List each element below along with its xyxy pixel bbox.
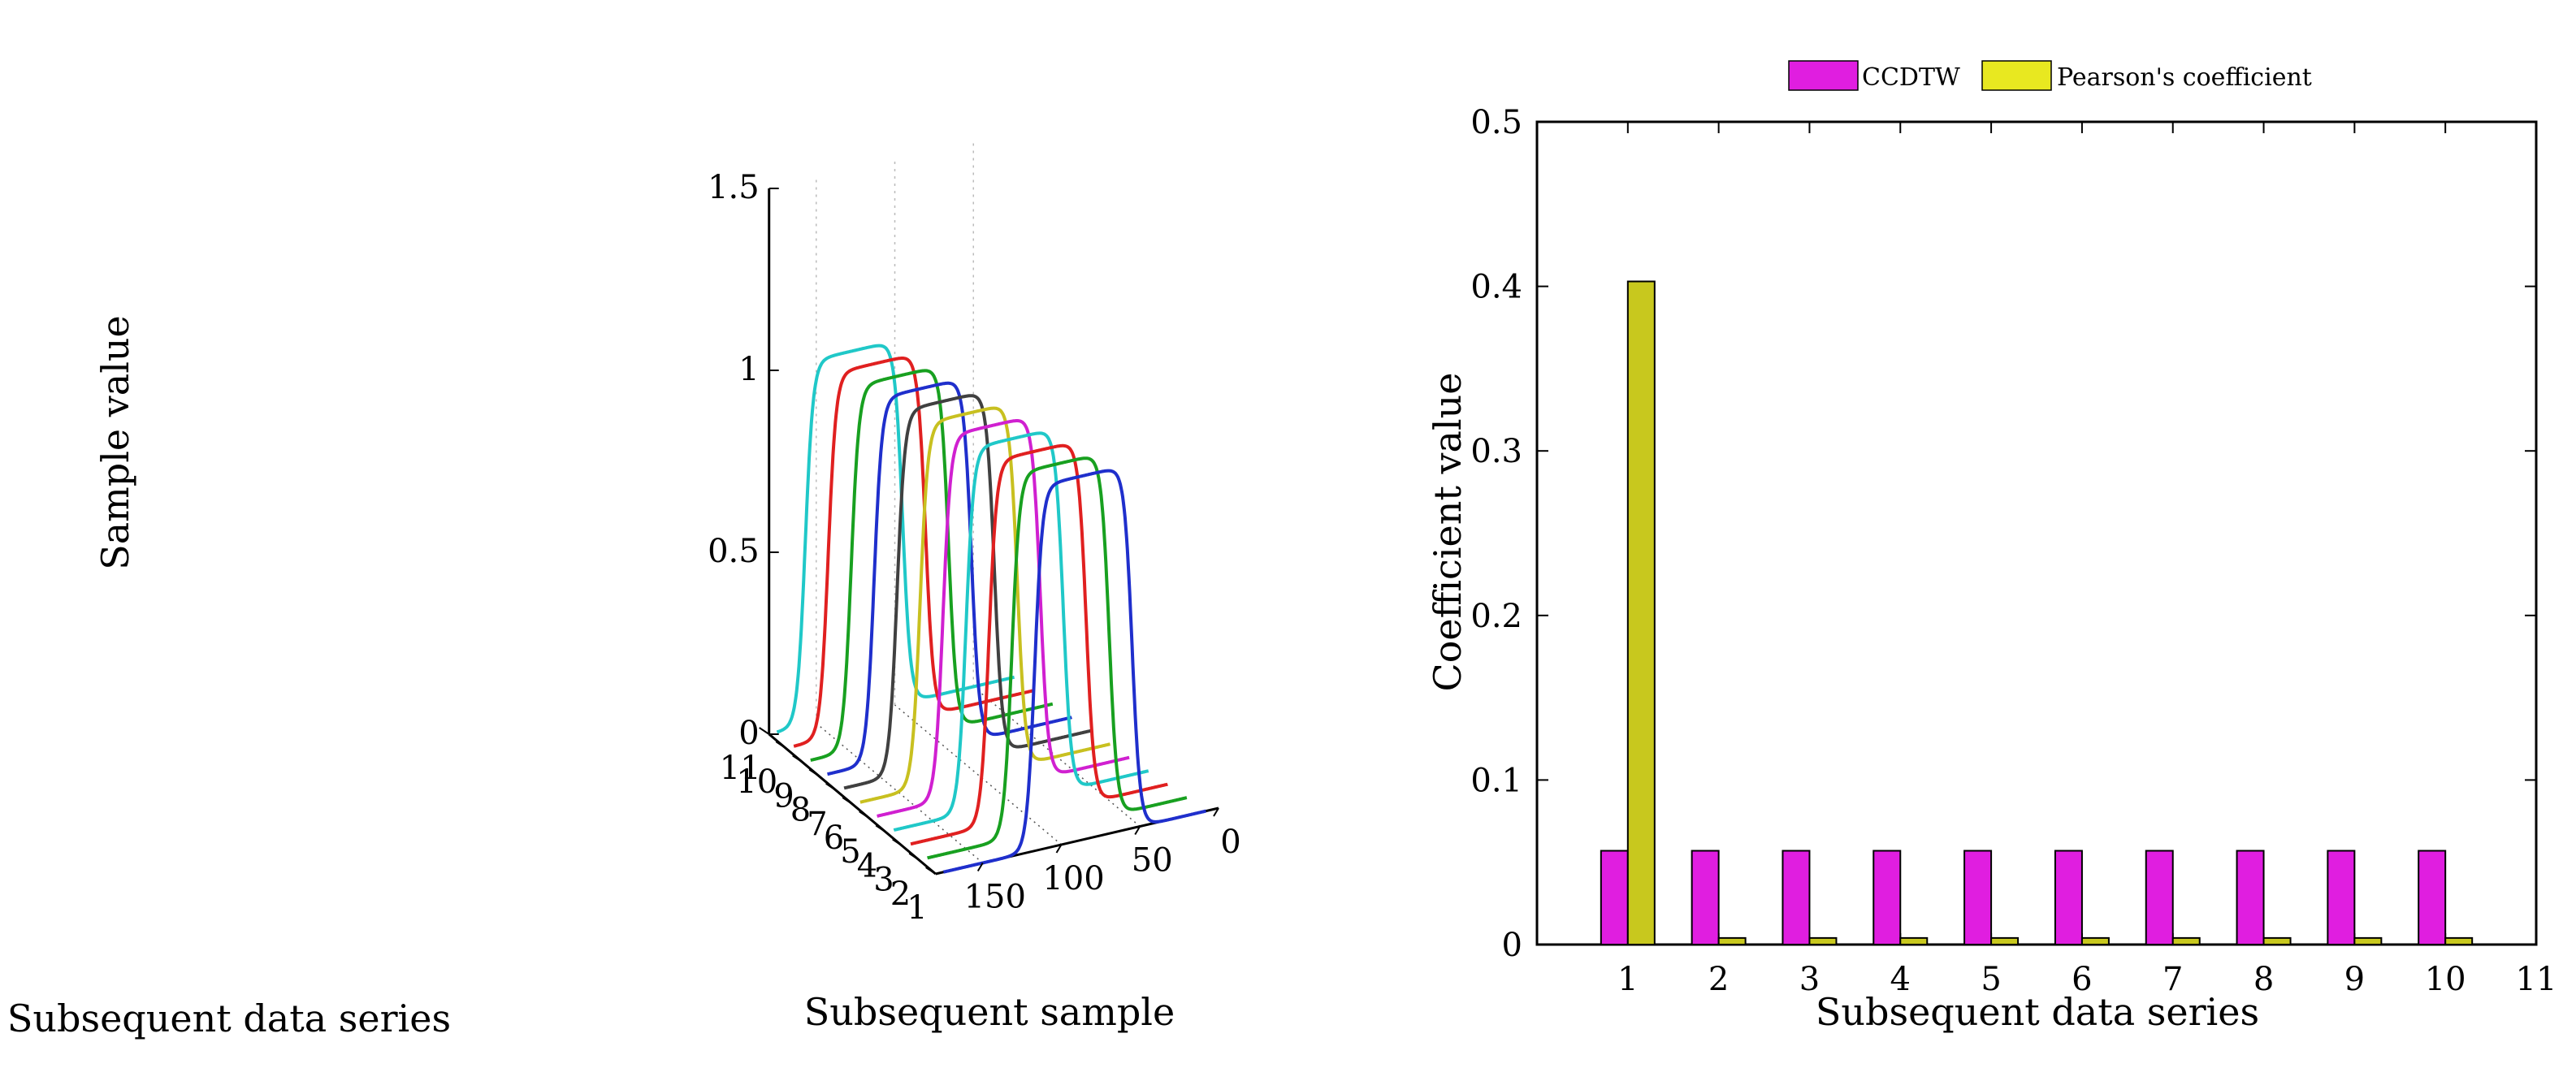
y-tick-mark	[892, 838, 903, 847]
bar-ccdtw-5	[1963, 850, 1993, 945]
series-line-2	[926, 456, 1188, 860]
bar-pearson-8	[2262, 936, 2292, 945]
y-tick-mark	[875, 824, 886, 833]
bar-pearson-3	[1808, 936, 1838, 945]
y-tick-mark	[842, 797, 853, 805]
z-tick-label: 1	[738, 351, 759, 388]
series-line-9	[809, 369, 1054, 762]
y-tick-label: 7	[807, 806, 827, 843]
y-tick-label: 6	[824, 819, 844, 857]
x-tick-label: 10	[2425, 961, 2466, 998]
bar-chart: 0 0.1 0.2 0.3 0.4 0.5 1 2 3 4 5 6 7 8 9 10 11 CCDTW Pearso…	[1426, 60, 2557, 1034]
bar-ccdtw-8	[2236, 850, 2265, 945]
z-tick-label: 0.5	[708, 533, 760, 570]
y-tick-mark	[792, 755, 803, 763]
bar-pearson-4	[1899, 936, 1929, 945]
bar-pearson-7	[2171, 936, 2201, 945]
bar-ccdtw-3	[1782, 850, 1811, 945]
x-tick-label: 50	[1132, 842, 1173, 880]
x-tick-mark	[1055, 844, 1063, 854]
y-tick-mark	[759, 727, 770, 735]
x-tick-label: 7	[2163, 961, 2183, 998]
bar-pearson-2	[1717, 936, 1747, 945]
x-tick-label: 2	[1708, 961, 1729, 998]
y-tick-label: 0.1	[1470, 762, 1522, 799]
x-tick-label: 0	[1220, 824, 1240, 861]
y-tick-label: 0.4	[1470, 269, 1522, 306]
bar-ccdtw-6	[2054, 850, 2083, 945]
x-tick-label: 4	[1890, 961, 1911, 998]
series-line-1	[942, 469, 1207, 874]
x-tick-label: 3	[1799, 961, 1820, 998]
y-tick-label: 3	[873, 862, 894, 899]
y-tick-mark	[859, 811, 870, 819]
y-tick-label: 0.2	[1470, 598, 1522, 635]
bar-pearson-10	[2444, 936, 2474, 945]
x-tick-label: 8	[2253, 961, 2274, 998]
x-tick-label: 5	[1981, 961, 2001, 998]
x-tick-mark	[1213, 807, 1219, 817]
y-tick-mark	[775, 741, 786, 750]
bar-pearson-1	[1626, 280, 1656, 946]
legend-label-ccdtw: CCDTW	[1862, 63, 1960, 92]
bar-ccdtw-9	[2327, 850, 2356, 945]
x-tick-label: 100	[1042, 860, 1104, 897]
x-tick-mark	[1134, 825, 1141, 836]
legend-label-pearson: Pearson's coefficient	[2057, 63, 2312, 92]
z-tick-label: 0	[738, 715, 759, 752]
y-tick-label: 9	[773, 777, 794, 815]
z-tick-label: 1.5	[708, 169, 760, 206]
x-tick-label: 150	[964, 879, 1026, 916]
x-tick-label: 6	[2072, 961, 2092, 998]
bar-ccdtw-1	[1600, 850, 1629, 945]
bar-pearson-9	[2353, 936, 2383, 945]
x-tick-mark	[976, 862, 984, 872]
series-line-4	[893, 431, 1149, 832]
bar-ccdtw-7	[2145, 850, 2174, 945]
y-tick-mark	[925, 867, 937, 875]
x-tick-label: 1	[1617, 961, 1638, 998]
z-axis-label: Sample value	[93, 315, 137, 570]
bar-pearson-6	[2080, 936, 2110, 945]
y-tick-label: 5	[840, 833, 860, 871]
series-line-5	[876, 419, 1131, 818]
y-tick-label: 2	[890, 876, 911, 913]
series-line-3	[909, 443, 1169, 846]
series-line-11	[776, 344, 1015, 734]
y-tick-label: 0.5	[1470, 104, 1522, 141]
plot-frame	[1535, 120, 2538, 946]
bar-pearson-5	[1990, 936, 2020, 945]
y-tick-label: 11	[720, 750, 761, 787]
y-tick-mark	[808, 768, 820, 777]
y-tick-label: 10	[736, 763, 777, 801]
waterfall-chart: 050100150123456789101100.511.5Subsequent…	[7, 141, 1241, 1040]
y-tick-label: 8	[790, 792, 811, 829]
series-line-6	[859, 406, 1111, 804]
y-tick-mark	[825, 782, 837, 791]
bar-ccdtw-2	[1691, 850, 1720, 945]
bar-ccdtw-10	[2418, 850, 2447, 945]
x-tick-label: 11	[2516, 961, 2557, 998]
x-axis-label: Subsequent sample	[804, 990, 1175, 1034]
bar-ccdtw-4	[1872, 850, 1902, 945]
legend-swatch-ccdtw	[1788, 60, 1859, 91]
y-tick-label: 0.3	[1470, 433, 1522, 470]
x-axis-label: Subsequent data series	[1816, 990, 2259, 1034]
y-tick-label: 4	[857, 847, 877, 884]
y-axis-label: Subsequent data series	[7, 997, 451, 1040]
y-axis-label: Coefficient value	[1426, 373, 1470, 692]
grid-line	[816, 722, 984, 864]
legend-swatch-pearson	[1981, 60, 2052, 91]
y-tick-label: 1	[907, 889, 927, 927]
grid-line	[894, 704, 1062, 845]
y-tick-mark	[908, 852, 920, 861]
x-tick-label: 9	[2344, 961, 2365, 998]
y-tick-label: 0	[1502, 927, 1522, 964]
